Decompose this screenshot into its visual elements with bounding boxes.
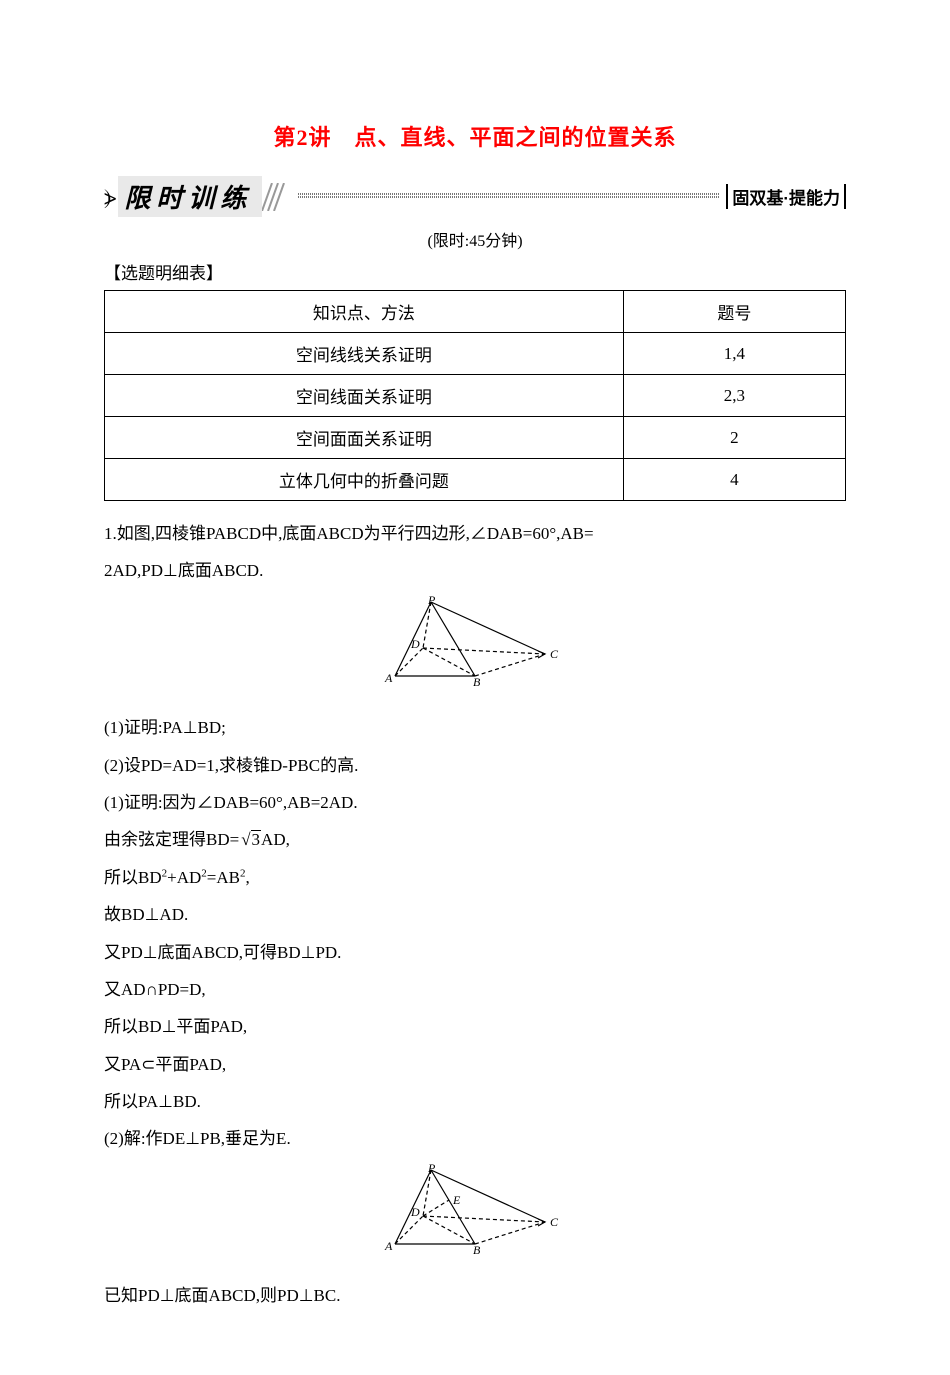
proof-c: 所以BD2+AD2=AB2, bbox=[104, 859, 846, 896]
problem-intro2: 2AD,PD⊥底面ABCD. bbox=[104, 552, 846, 589]
problem-intro1: 1.如图,四棱锥PABCD中,底面ABCD为平行四边形,∠DAB=60°,AB= bbox=[104, 515, 846, 552]
proof-b: 由余弦定理得BD=√3AD, bbox=[104, 821, 846, 858]
pyramid-icon: P A B C D bbox=[375, 596, 575, 686]
figure-2: P A B C D E bbox=[104, 1164, 846, 1267]
banner-line bbox=[298, 196, 720, 198]
banner-right: 固双基·提能力 bbox=[726, 184, 846, 209]
col-knowledge: 知识点、方法 bbox=[105, 291, 624, 333]
svg-text:C: C bbox=[550, 1215, 559, 1229]
svg-text:E: E bbox=[452, 1193, 461, 1207]
proof-i: 所以PA⊥BD. bbox=[104, 1083, 846, 1120]
banner: ⦔ 限时训练 固双基·提能力 bbox=[104, 176, 846, 217]
svg-text:B: B bbox=[473, 675, 481, 686]
svg-text:B: B bbox=[473, 1243, 481, 1254]
proof-e: 又PD⊥底面ABCD,可得BD⊥PD. bbox=[104, 934, 846, 971]
proof-d: 故BD⊥AD. bbox=[104, 896, 846, 933]
col-number: 题号 bbox=[623, 291, 845, 333]
q1: (1)证明:PA⊥BD; bbox=[104, 709, 846, 746]
lecture-title: 第2讲 点、直线、平面之间的位置关系 bbox=[104, 120, 846, 152]
svg-text:A: A bbox=[384, 1239, 393, 1253]
proof-h: 又PA⊂平面PAD, bbox=[104, 1046, 846, 1083]
sol-a: (2)解:作DE⊥PB,垂足为E. bbox=[104, 1120, 846, 1157]
table-row: 空间面面关系证明 2 bbox=[105, 417, 846, 459]
detail-table: 知识点、方法 题号 空间线线关系证明 1,4 空间线面关系证明 2,3 空间面面… bbox=[104, 290, 846, 501]
q2: (2)设PD=AD=1,求棱锥D-PBC的高. bbox=[104, 747, 846, 784]
figure-1: P A B C D bbox=[104, 596, 846, 699]
pyramid-e-icon: P A B C D E bbox=[375, 1164, 575, 1254]
sqrt-icon: √3 bbox=[239, 821, 261, 858]
svg-text:D: D bbox=[410, 1205, 420, 1219]
proof-f: 又AD∩PD=D, bbox=[104, 971, 846, 1008]
page: 第2讲 点、直线、平面之间的位置关系 ⦔ 限时训练 固双基·提能力 (限时:45… bbox=[0, 0, 950, 1375]
proof-g: 所以BD⊥平面PAD, bbox=[104, 1008, 846, 1045]
svg-text:P: P bbox=[427, 596, 436, 607]
table-row: 空间线线关系证明 1,4 bbox=[105, 333, 846, 375]
svg-text:D: D bbox=[410, 637, 420, 651]
svg-text:C: C bbox=[550, 647, 559, 661]
svg-text:A: A bbox=[384, 671, 393, 685]
sol-b: 已知PD⊥底面ABCD,则PD⊥BC. bbox=[104, 1277, 846, 1314]
proof-a: (1)证明:因为∠DAB=60°,AB=2AD. bbox=[104, 784, 846, 821]
banner-left: 限时训练 bbox=[118, 176, 262, 217]
banner-slash-icon bbox=[262, 183, 288, 211]
table-heading: 【选题明细表】 bbox=[104, 259, 846, 284]
curl-decor: ⦔ bbox=[104, 192, 116, 202]
table-row: 空间线面关系证明 2,3 bbox=[105, 375, 846, 417]
table-row: 立体几何中的折叠问题 4 bbox=[105, 459, 846, 501]
time-limit: (限时:45分钟) bbox=[104, 227, 846, 251]
svg-text:P: P bbox=[427, 1164, 436, 1175]
body-text: 1.如图,四棱锥PABCD中,底面ABCD为平行四边形,∠DAB=60°,AB=… bbox=[104, 515, 846, 1315]
table-header-row: 知识点、方法 题号 bbox=[105, 291, 846, 333]
